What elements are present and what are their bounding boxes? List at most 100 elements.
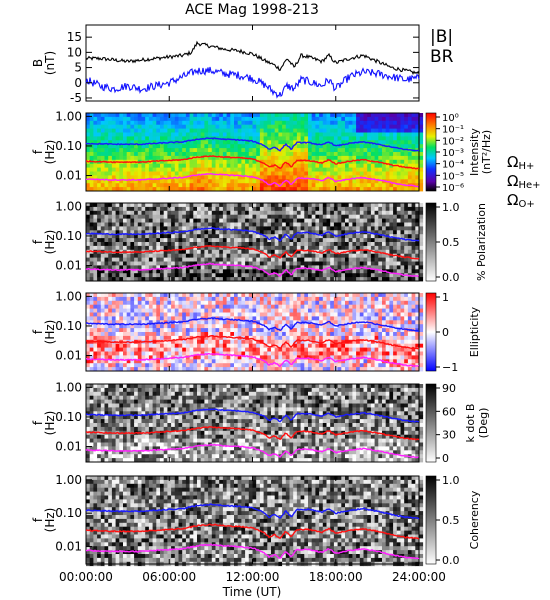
- heatmap-cell: [248, 242, 253, 247]
- heatmap-cell: [141, 304, 146, 309]
- heatmap-cell: [385, 273, 390, 278]
- heatmap-cell: [148, 113, 153, 118]
- heatmap-cell: [197, 253, 202, 258]
- heatmap-cell: [145, 242, 150, 247]
- heatmap-cell: [374, 155, 379, 161]
- heatmap-cell: [241, 367, 246, 372]
- heatmap-cell: [263, 296, 268, 302]
- heatmap-cell: [204, 187, 209, 192]
- heatmap-cell: [356, 148, 361, 153]
- heatmap-cell: [141, 113, 146, 118]
- heatmap-cell: [352, 167, 357, 172]
- heatmap-cell: [119, 335, 124, 341]
- heatmap-cell: [396, 124, 401, 129]
- heatmap-cell: [211, 132, 216, 137]
- heatmap-cell: [308, 222, 313, 227]
- heatmap-cell: [197, 159, 202, 165]
- heatmap-cell: [400, 214, 405, 219]
- heatmap-cell: [385, 136, 390, 141]
- heatmap-cell: [259, 230, 264, 235]
- heatmap-cell: [93, 163, 98, 168]
- heatmap-cell: [282, 328, 287, 333]
- heatmap-cell: [363, 159, 368, 165]
- heatmap-cell: [178, 159, 183, 165]
- heatmap-cell: [311, 120, 316, 126]
- heatmap-cell: [93, 296, 98, 302]
- heatmap-cell: [123, 273, 128, 278]
- heatmap-cell: [326, 206, 331, 212]
- heatmap-cell: [182, 367, 187, 372]
- heatmap-cell: [326, 159, 331, 165]
- figure-title: ACE Mag 1998-213: [185, 2, 319, 18]
- heatmap-cell: [411, 175, 416, 180]
- heatmap-cell: [141, 183, 146, 188]
- heatmap-cell: [237, 296, 242, 302]
- heatmap-cell: [248, 113, 253, 118]
- heatmap-cell: [130, 363, 135, 368]
- heatmap-cell: [182, 140, 187, 145]
- heatmap-cell: [185, 300, 190, 306]
- heatmap-cell: [330, 265, 335, 270]
- heatmap-cell: [356, 152, 361, 157]
- heatmap-cell: [285, 308, 290, 313]
- heatmap-cell: [319, 296, 324, 302]
- heatmap-cell: [148, 152, 153, 157]
- heatmap-cell: [267, 269, 272, 274]
- heatmap-cell: [245, 179, 250, 184]
- heatmap-cell: [319, 175, 324, 180]
- heatmap-cell: [104, 273, 109, 278]
- heatmap-cell: [256, 367, 261, 372]
- heatmap-cell: [337, 257, 342, 262]
- heatmap-cell: [215, 116, 220, 122]
- heatmap-cell: [411, 257, 416, 262]
- heatmap-cell: [296, 273, 301, 278]
- heatmap-cell: [300, 261, 305, 266]
- heatmap-cell: [241, 203, 246, 208]
- heatmap-cell: [311, 226, 316, 231]
- heatmap-cell: [111, 343, 116, 348]
- heatmap-cell: [93, 210, 98, 216]
- heatmap-cell: [219, 238, 224, 243]
- heatmap-cell: [123, 320, 128, 325]
- heatmap-cell: [274, 277, 279, 282]
- heatmap-cell: [367, 238, 372, 243]
- heatmap-cell: [130, 132, 135, 137]
- heatmap-cell: [182, 304, 187, 309]
- gyrofrequency-line-he-plus: [86, 155, 420, 170]
- heatmap-cell: [304, 359, 309, 364]
- colorbar-tick-label: 10⁻⁵: [442, 171, 464, 182]
- heatmap-cell: [222, 222, 227, 227]
- heatmap-cell: [222, 320, 227, 325]
- heatmap-cell: [356, 269, 361, 274]
- heatmap-cell: [200, 234, 205, 239]
- heatmap-cell: [304, 187, 309, 192]
- heatmap-cell: [189, 304, 194, 309]
- heatmap-cell: [111, 152, 116, 157]
- heatmap-cell: [141, 316, 146, 321]
- heatmap-cell: [271, 335, 276, 341]
- heatmap-cell: [93, 144, 98, 149]
- heatmap-cell: [263, 277, 268, 282]
- heatmap-cell: [167, 152, 172, 157]
- heatmap-cell: [274, 128, 279, 133]
- heatmap-cell: [200, 238, 205, 243]
- heatmap-cell: [356, 167, 361, 172]
- heatmap-cell: [208, 187, 213, 192]
- heatmap-cell: [348, 206, 353, 212]
- heatmap-cell: [141, 167, 146, 172]
- heatmap-cell: [393, 116, 398, 122]
- heatmap-cell: [189, 253, 194, 258]
- heatmap-cell: [163, 312, 168, 317]
- heatmap-cell: [167, 116, 172, 122]
- heatmap-cell: [215, 179, 220, 184]
- heatmap-cell: [197, 328, 202, 333]
- heatmap-cell: [167, 218, 172, 223]
- heatmap-cell: [248, 116, 253, 122]
- heatmap-cell: [208, 222, 213, 227]
- heatmap-cell: [263, 203, 268, 208]
- heatmap-cell: [248, 277, 253, 282]
- heatmap-cell: [311, 304, 316, 309]
- heatmap-cell: [215, 257, 220, 262]
- heatmap-cell: [330, 124, 335, 129]
- heatmap-cell: [167, 332, 172, 337]
